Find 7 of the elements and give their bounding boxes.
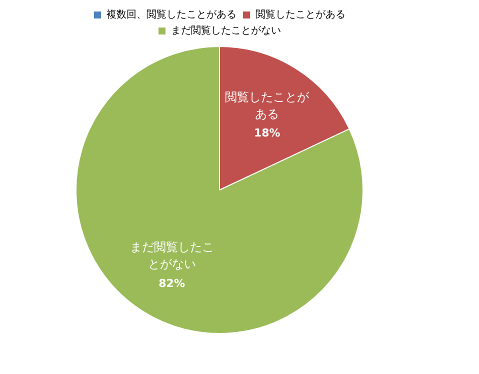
data-label: 18% <box>254 126 280 140</box>
data-label: 82% <box>158 276 185 290</box>
legend-label: 複数回、閲覧したことがある <box>106 8 236 21</box>
slice-label: まだ閲覧したことがない <box>130 240 214 272</box>
legend-label: 閲覧したことがある <box>256 10 346 21</box>
legend-label: まだ閲覧したことがない <box>171 26 281 37</box>
slice-label: 閲覧したことがある <box>225 90 310 122</box>
